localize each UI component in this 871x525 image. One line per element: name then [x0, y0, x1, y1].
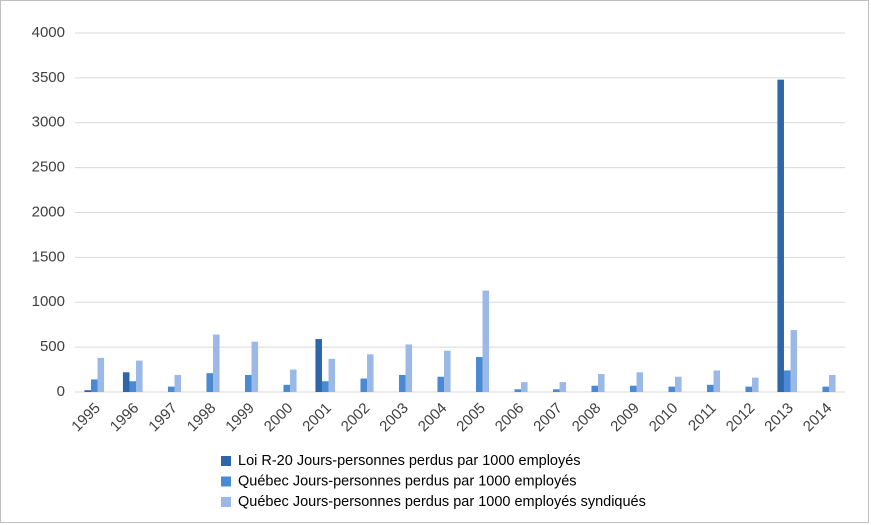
bar	[829, 374, 836, 392]
bar	[167, 386, 175, 392]
legend-swatch	[221, 497, 231, 507]
bar	[405, 344, 413, 392]
legend-label: Loi R-20 Jours-personnes perdus par 1000…	[238, 453, 581, 469]
bar	[482, 290, 490, 392]
bar	[514, 389, 522, 392]
bar	[777, 79, 784, 393]
bar	[122, 372, 130, 392]
bar	[283, 384, 291, 392]
bar	[521, 382, 528, 392]
bar	[97, 357, 105, 392]
bar	[591, 385, 599, 392]
bar	[136, 360, 143, 392]
y-tick-label: 500	[40, 338, 65, 355]
bar	[290, 369, 297, 392]
bar	[745, 386, 753, 392]
bar	[360, 378, 368, 392]
bar	[90, 379, 98, 392]
legend-swatch	[221, 456, 231, 466]
bar	[129, 381, 137, 392]
bar	[174, 374, 182, 392]
y-tick-label: 1500	[32, 248, 65, 265]
bar	[752, 377, 759, 392]
y-tick-label: 2000	[32, 203, 65, 220]
bar	[244, 374, 252, 392]
bar	[559, 382, 567, 392]
y-tick-label: 4000	[32, 24, 65, 41]
bar	[213, 334, 220, 392]
bar	[598, 374, 605, 392]
bar	[437, 376, 445, 392]
bar	[84, 390, 91, 392]
legend-label: Québec Jours-personnes perdus par 1000 e…	[238, 473, 577, 489]
bar	[675, 376, 682, 392]
bar	[668, 386, 676, 392]
bar	[552, 389, 560, 392]
y-tick-label: 1000	[32, 293, 65, 310]
bar	[790, 330, 798, 392]
bar	[636, 372, 644, 392]
bar	[475, 356, 483, 392]
bar	[251, 341, 259, 392]
bar	[713, 370, 721, 392]
bar	[629, 385, 637, 392]
legend-label: Québec Jours-personnes perdus par 1000 e…	[238, 494, 646, 510]
bar	[315, 339, 322, 392]
y-tick-label: 3500	[32, 69, 65, 86]
legend-swatch	[221, 476, 231, 487]
bar	[367, 354, 374, 392]
bar	[328, 358, 336, 392]
bar	[783, 370, 791, 392]
y-tick-label: 2500	[32, 159, 65, 176]
bar	[206, 373, 214, 392]
bar	[706, 384, 714, 392]
bar	[444, 350, 451, 392]
y-tick-label: 3000	[32, 114, 65, 131]
y-tick-label: 0	[57, 383, 65, 400]
bar	[398, 374, 406, 392]
bar	[321, 381, 329, 392]
bar	[822, 386, 830, 392]
